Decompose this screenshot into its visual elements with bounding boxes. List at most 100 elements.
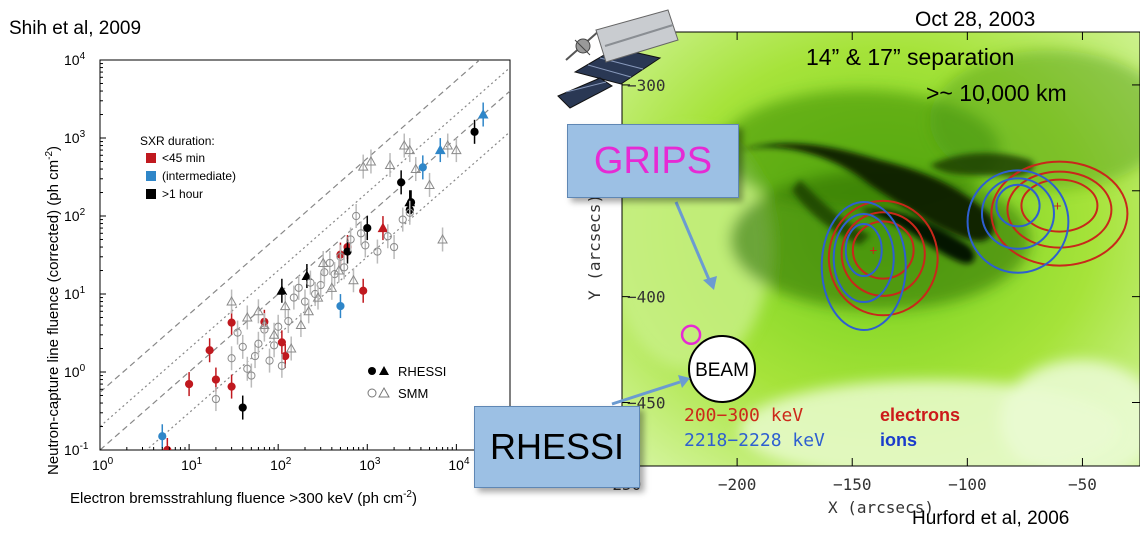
grips-arrow <box>674 201 712 283</box>
x-tick-label-0: 100 <box>92 456 114 473</box>
legend-swatch-black <box>146 189 156 199</box>
rhessi-circle-point-4-0 <box>238 403 247 412</box>
legend-swatch-blue <box>146 171 156 181</box>
rhessi-circle-point-4-3 <box>397 178 406 187</box>
x-tick-label-2: 102 <box>270 456 292 473</box>
smm-circle-point-6-29 <box>373 247 382 256</box>
rhessi-circle-point-4-6 <box>470 127 479 136</box>
rhessi-circle-point-2-0 <box>158 432 167 441</box>
smm-triangle-point-7-19 <box>410 163 422 174</box>
smm-triangle-point-7-8 <box>303 305 315 316</box>
electron-contour-1-2 <box>990 160 1129 267</box>
rhessi-circle-point-0-2 <box>205 346 214 355</box>
x-tick-label-4: 104 <box>448 456 470 473</box>
smm-triangle-point-7-11 <box>326 282 338 292</box>
electron-contour-1-1 <box>1006 170 1113 249</box>
beam-label: BEAM <box>695 360 749 381</box>
smm-triangle-point-7-2 <box>253 305 264 316</box>
rhessi-callout: RHESSI <box>474 406 640 488</box>
rhessi-triangle-point-3-1 <box>477 108 489 119</box>
smm-circle-point-6-1 <box>227 354 236 363</box>
r-x-tick-label-1: −200 <box>718 475 757 494</box>
callout-arrows <box>611 201 717 406</box>
date-label: Oct 28, 2003 <box>915 8 1036 31</box>
reference-line-3 <box>100 60 481 393</box>
grips-arrowhead <box>703 276 717 290</box>
legend-rhessi-label: RHESSI <box>398 364 446 379</box>
separation-label: 14” & 17” separation <box>806 44 1015 70</box>
r-x-tick-label-4: −50 <box>1068 475 1097 494</box>
reference-line-2 <box>100 67 510 427</box>
x-tick-label-1: 101 <box>181 456 203 473</box>
electron-peak-marker-0: + <box>869 242 877 258</box>
rhessi-circle-point-0-1 <box>184 379 194 389</box>
smm-triangle-point-7-14 <box>357 161 369 171</box>
smm-triangle-point-7-0 <box>226 296 237 306</box>
rhessi-circle-point-0-11 <box>359 286 368 295</box>
smm-triangle-point-7-12 <box>333 264 345 275</box>
rhessi-circle-point-0-3 <box>211 375 221 384</box>
rhessi-circle-point-2-1 <box>336 301 345 311</box>
smm-triangle-point-7-7 <box>295 319 307 330</box>
y-tick-label-1: 100 <box>64 363 86 380</box>
legend-rhessi-triangle <box>379 366 389 375</box>
smm-circle-point-6-28 <box>361 241 370 250</box>
y-axis-label: Neutron-capture line fluence (corrected)… <box>44 146 62 475</box>
smm-circle-point-6-0 <box>211 394 221 404</box>
smm-triangle-point-7-20 <box>424 179 435 189</box>
smm-circle-point-6-6 <box>250 351 260 361</box>
ion-contour-1-1 <box>980 177 1055 250</box>
y-tick-label-5: 104 <box>64 51 86 68</box>
smm-triangle-point-7-10 <box>317 257 329 267</box>
legend-smm-triangle <box>378 386 390 398</box>
grips-label: GRIPS <box>593 139 713 182</box>
image-frame <box>621 31 1140 467</box>
right-y-axis-label: Y (arcsecs) <box>585 194 604 300</box>
legend-swatch-red <box>146 153 156 163</box>
smm-circle-point-6-32 <box>398 215 407 224</box>
rhessi-triangle-point-5-1 <box>301 270 313 281</box>
rhessi-circle-point-0-7 <box>277 338 286 347</box>
smm-circle-point-6-12 <box>277 361 286 370</box>
legend-ion-energy: 2218−2228 keV <box>684 430 825 451</box>
smm-triangle-point-7-4 <box>268 329 280 339</box>
smm-circle-point-6-7 <box>254 339 263 348</box>
smm-triangle-point-7-16 <box>384 159 396 170</box>
rhessi-arrow <box>611 380 681 406</box>
y-tick-label-4: 103 <box>64 129 86 146</box>
smm-triangle-point-7-23 <box>437 233 448 244</box>
ion-contour-0-1 <box>832 213 895 304</box>
smm-triangle-point-7-22 <box>451 144 462 155</box>
satellite-icon <box>557 9 679 109</box>
smm-circle-point-6-13 <box>284 316 293 326</box>
legend-label-red: <45 min <box>162 151 205 165</box>
reference-line-1 <box>145 131 510 450</box>
smm-circle-point-6-26 <box>352 211 361 221</box>
electron-contour-0-1 <box>840 211 926 297</box>
r-x-tick-label-2: −150 <box>833 475 872 494</box>
rhessi-circle-point-4-1 <box>343 247 352 256</box>
y-tick-label-2: 101 <box>64 285 86 302</box>
r-x-tick-label-3: −100 <box>948 475 987 494</box>
legend-smm-label: SMM <box>398 386 428 401</box>
legend-smm-circle <box>367 388 377 398</box>
smm-triangle-point-7-15 <box>365 155 377 166</box>
electron-contour-0-2 <box>827 199 939 317</box>
legend-title: SXR duration: <box>140 134 215 148</box>
legend-electron-energy: 200−300 keV <box>684 405 803 426</box>
grips-callout: GRIPS <box>567 124 739 198</box>
y-tick-label-0: 10-1 <box>64 441 89 458</box>
x-axis-label: Electron bremsstrahlung fluence >300 keV… <box>70 489 417 507</box>
smm-triangle-point-7-5 <box>279 300 291 311</box>
rhessi-triangle-point-1-0 <box>377 222 389 233</box>
smm-circle-point-6-20 <box>320 268 329 277</box>
right-x-axis-label: X (arcsecs) <box>828 498 934 517</box>
smm-circle-point-6-24 <box>340 263 349 272</box>
smm-circle-point-6-3 <box>238 342 247 351</box>
smm-circle-point-6-15 <box>294 283 303 292</box>
legend-rhessi-circle <box>368 367 376 375</box>
rhessi-arrowhead <box>678 375 690 388</box>
smm-triangle-point-7-1 <box>241 311 253 322</box>
y-tick-label-3: 102 <box>64 207 86 224</box>
